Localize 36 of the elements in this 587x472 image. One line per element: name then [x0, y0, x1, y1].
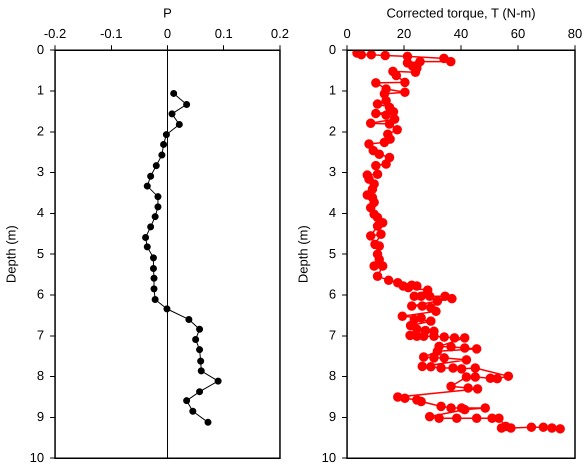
y-tick-label: 7 — [328, 327, 336, 342]
y-tick-label: 9 — [328, 408, 336, 424]
y-tick-label: 10 — [322, 450, 336, 465]
y-tick-label: 4 — [36, 204, 44, 220]
y-tick-label: 8 — [36, 368, 44, 384]
x-tick-label: 0.2 — [270, 26, 290, 41]
x-axis-title: P — [163, 5, 172, 20]
y-axis-title: Depth (m) — [295, 225, 310, 284]
x-tick-label: 60 — [510, 26, 526, 41]
y-tick-label: 4 — [328, 204, 336, 220]
y-tick-label: 0 — [36, 42, 44, 57]
x-tick-label: 20 — [396, 26, 412, 41]
x-axis-title: Corrected torque, T (N-m) — [386, 5, 536, 20]
x-tick-label: 0 — [164, 26, 172, 41]
x-tick-label: 0 — [343, 26, 351, 41]
x-tick-label: 40 — [454, 26, 468, 41]
y-axis-title: Depth (m) — [3, 225, 18, 284]
y-tick-label: 5 — [328, 246, 336, 261]
x-tick-label: -0.1 — [100, 26, 122, 41]
y-tick-label: 5 — [36, 246, 44, 261]
x-tick-label: 0.1 — [214, 26, 233, 41]
x-tick-label: 80 — [568, 26, 582, 41]
y-tick-label: 7 — [36, 327, 44, 342]
y-tick-label: 2 — [328, 123, 336, 138]
x-tick-label: -0.2 — [44, 26, 66, 41]
y-tick-label: 8 — [328, 368, 336, 384]
y-tick-label: 2 — [36, 123, 44, 138]
y-tick-label: 3 — [328, 164, 336, 180]
y-tick-label: 6 — [328, 286, 336, 302]
y-tick-label: 0 — [328, 42, 336, 57]
y-tick-label: 3 — [36, 164, 44, 180]
y-tick-label: 10 — [30, 450, 44, 465]
y-tick-label: 6 — [36, 286, 44, 302]
y-tick-label: 9 — [36, 408, 44, 424]
y-tick-label: 1 — [36, 82, 44, 98]
y-tick-label: 1 — [328, 82, 336, 98]
